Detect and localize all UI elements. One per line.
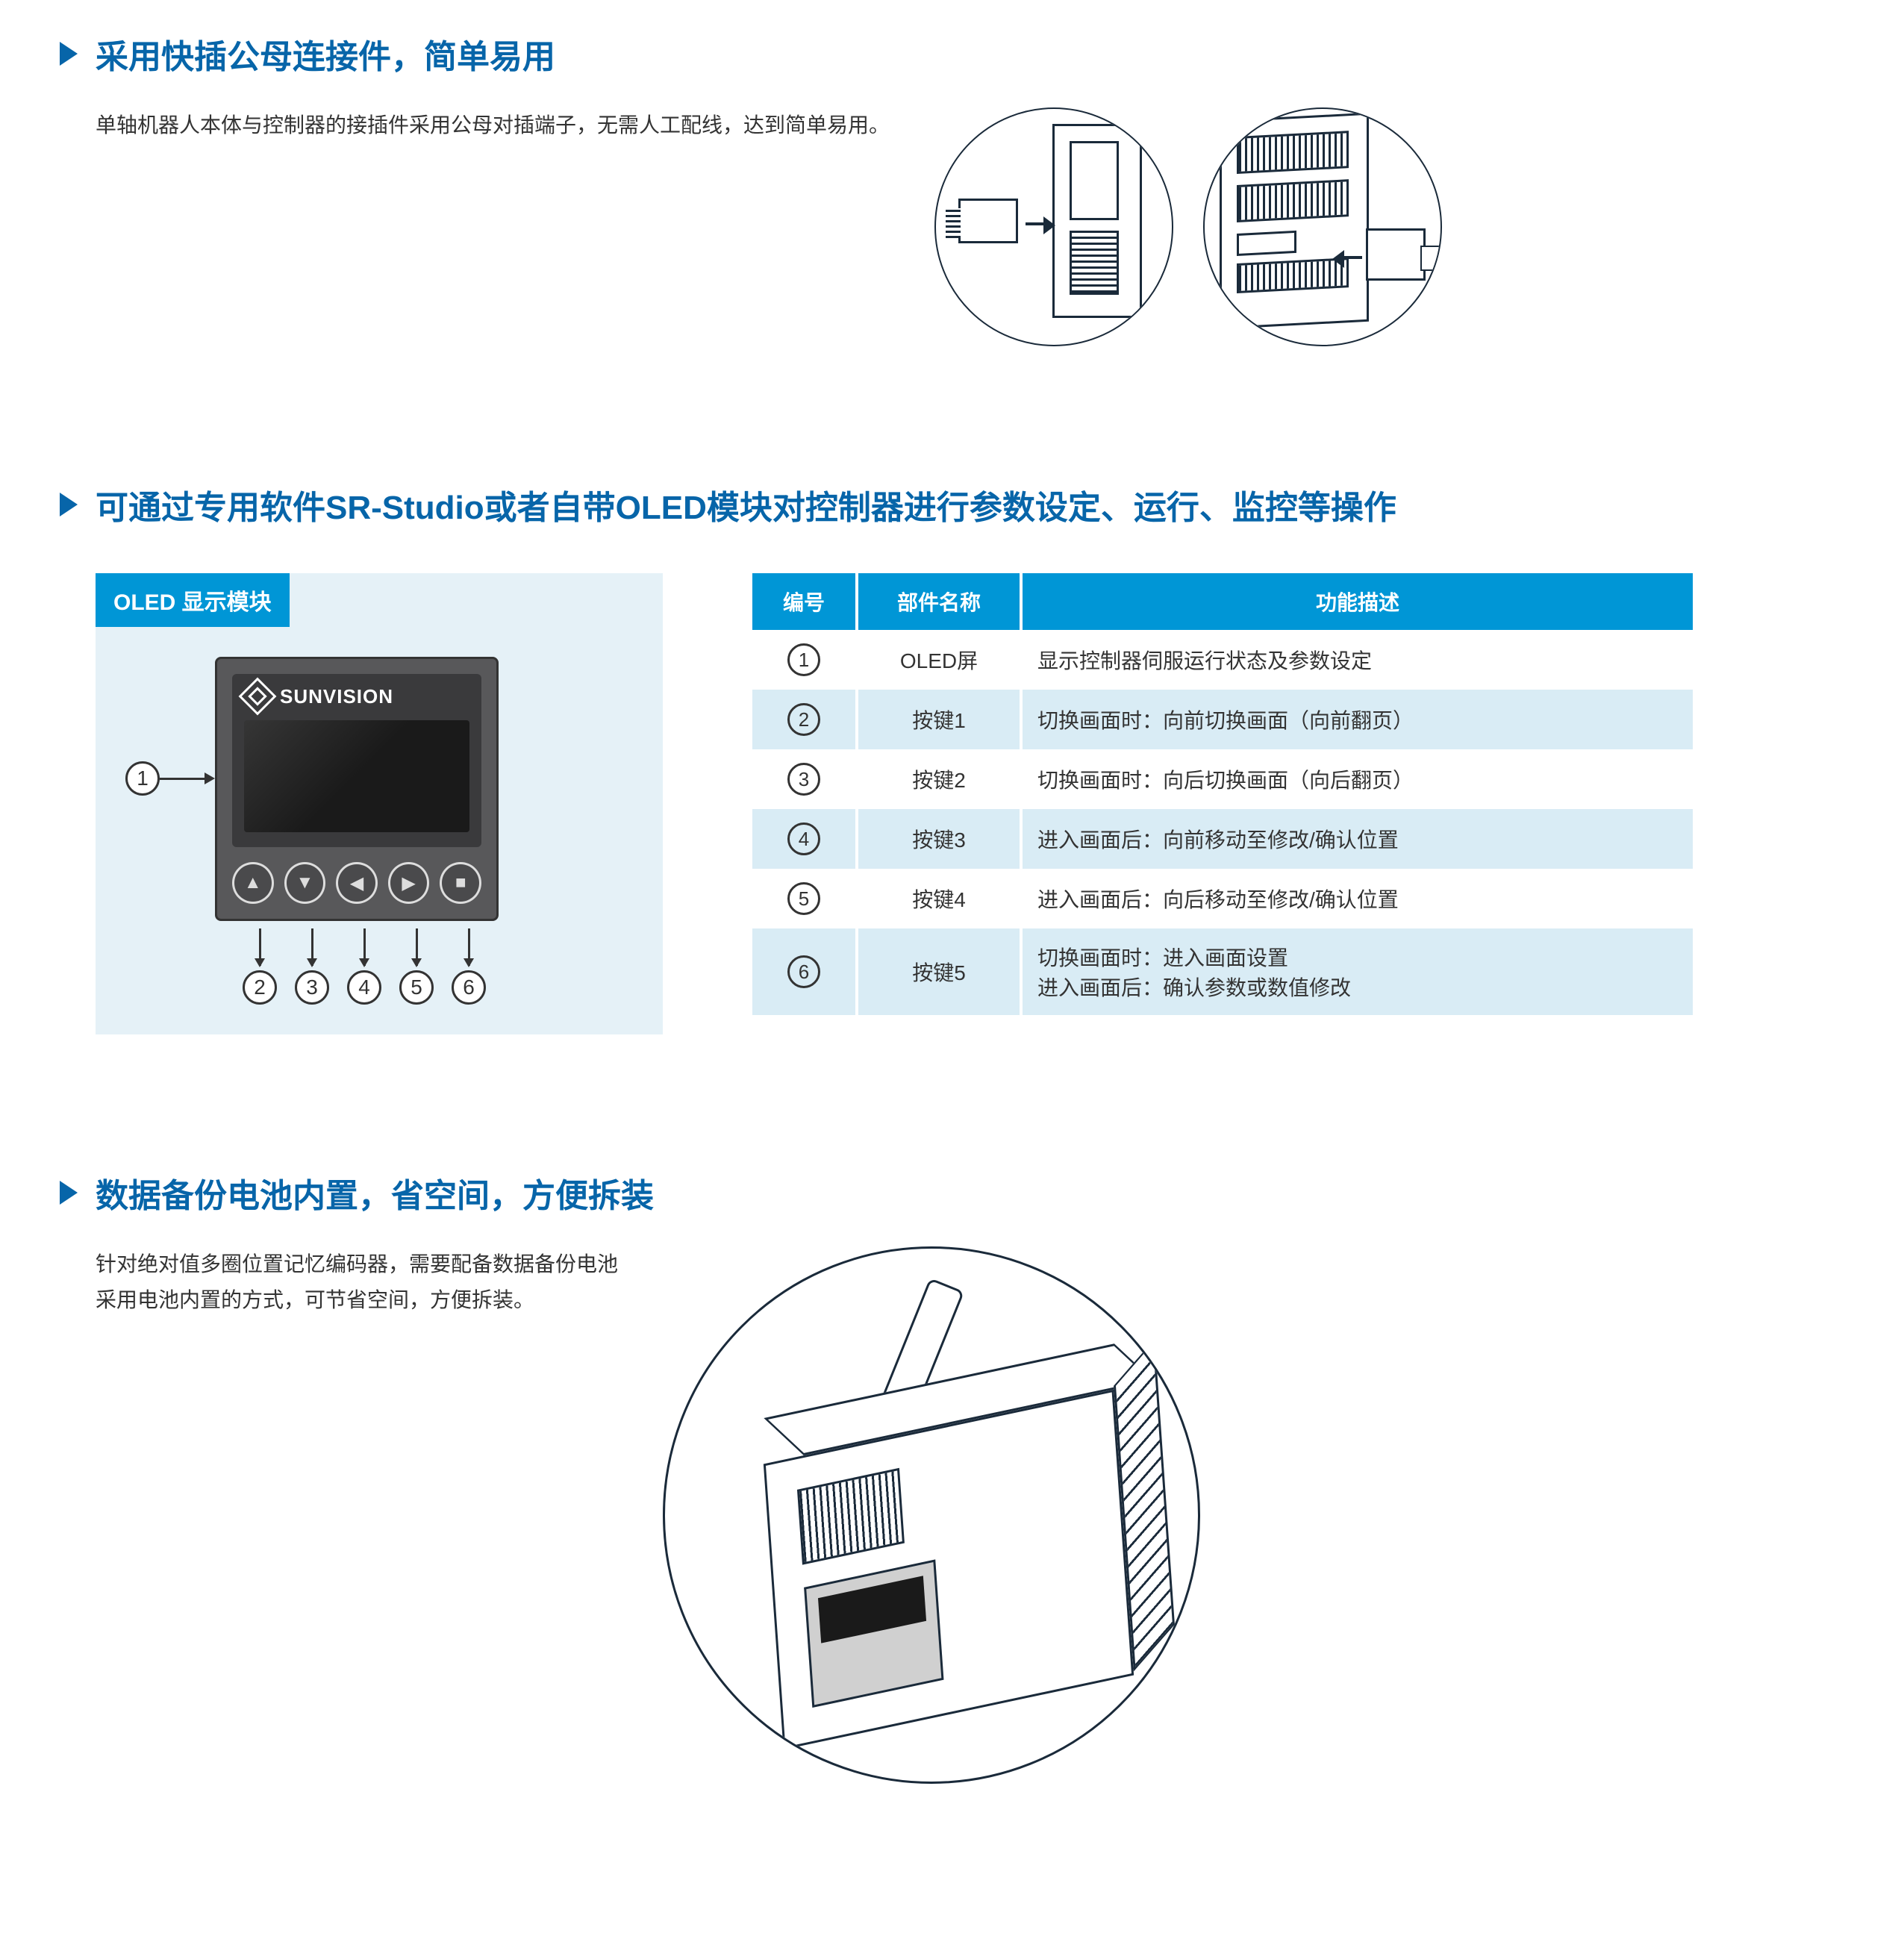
bullet-icon	[60, 1181, 78, 1205]
connector-diagram-2	[1203, 107, 1442, 346]
arrow-down-icon	[363, 928, 366, 966]
brand-text: SUNVISION	[280, 685, 393, 708]
section-body: 单轴机器人本体与控制器的接插件采用公母对插端子，无需人工配线，达到简单易用。	[60, 107, 1844, 346]
oled-device: SUNVISION ▲ ▼ ◀ ▶ ■	[215, 657, 499, 921]
device-button-up: ▲	[232, 862, 274, 904]
row-number: 2	[787, 703, 820, 736]
oled-screen	[244, 720, 469, 832]
section-connector: 采用快插公母连接件，简单易用 单轴机器人本体与控制器的接插件采用公母对插端子，无…	[60, 30, 1844, 346]
callout-number: 6	[452, 970, 486, 1005]
arrow-down-icon	[259, 928, 261, 966]
oled-panel: OLED 显示模块 1 SUNVISION	[96, 573, 663, 1034]
arrow-down-icon	[416, 928, 418, 966]
part-desc: 显示控制器伺服运行状态及参数设定	[1021, 630, 1693, 690]
device-button-right: ▶	[388, 862, 430, 904]
brand-logo-icon	[239, 678, 277, 716]
table-row: 5 按键4 进入画面后：向后移动至修改/确认位置	[752, 869, 1693, 928]
part-name: OLED屏	[857, 630, 1021, 690]
section-title: 可通过专用软件SR-Studio或者自带OLED模块对控制器进行参数设定、运行、…	[96, 481, 1396, 528]
row-number: 1	[787, 643, 820, 676]
section-oled: 可通过专用软件SR-Studio或者自带OLED模块对控制器进行参数设定、运行、…	[60, 481, 1844, 1034]
oled-parts-table: 编号 部件名称 功能描述 1 OLED屏 显示控制器伺服运行状态及参数设定 2 …	[752, 573, 1693, 1015]
part-desc: 进入画面后：向前移动至修改/确认位置	[1021, 809, 1693, 869]
callout-number: 3	[295, 970, 329, 1005]
device-button-enter: ■	[440, 862, 481, 904]
arrow-icon	[1026, 213, 1055, 236]
col-part: 部件名称	[857, 573, 1021, 630]
part-name: 按键5	[857, 928, 1021, 1015]
section-title: 数据备份电池内置，省空间，方便拆装	[96, 1169, 654, 1217]
part-desc: 切换画面时：进入画面设置 进入画面后：确认参数或数值修改	[1021, 928, 1693, 1015]
part-desc: 切换画面时：向后切换画面（向后翻页）	[1021, 749, 1693, 809]
connector-diagram-1	[934, 107, 1173, 346]
section-text: 针对绝对值多圈位置记忆编码器，需要配备数据备份电池 采用电池内置的方式，可节省空…	[96, 1246, 618, 1317]
bullet-icon	[60, 493, 78, 516]
callout-number: 5	[399, 970, 434, 1005]
table-row: 1 OLED屏 显示控制器伺服运行状态及参数设定	[752, 630, 1693, 690]
section-header: 采用快插公母连接件，简单易用	[60, 30, 1844, 78]
row-number: 6	[787, 955, 820, 988]
section-title: 采用快插公母连接件，简单易用	[96, 30, 555, 78]
arrow-icon	[1332, 247, 1362, 269]
connector-illustrations	[934, 107, 1442, 346]
row-number: 3	[787, 763, 820, 796]
device-buttons: ▲ ▼ ◀ ▶ ■	[232, 862, 481, 904]
section-header: 数据备份电池内置，省空间，方便拆装	[60, 1169, 1844, 1217]
section-battery: 数据备份电池内置，省空间，方便拆装 针对绝对值多圈位置记忆编码器，需要配备数据备…	[60, 1169, 1844, 1784]
row-number: 5	[787, 882, 820, 915]
table-row: 4 按键3 进入画面后：向前移动至修改/确认位置	[752, 809, 1693, 869]
callout-number: 2	[243, 970, 277, 1005]
button-callouts: 2 3 4 5 6	[215, 928, 499, 1005]
device-button-left: ◀	[336, 862, 378, 904]
table-body: 1 OLED屏 显示控制器伺服运行状态及参数设定 2 按键1 切换画面时：向前切…	[752, 630, 1693, 1015]
part-name: 按键3	[857, 809, 1021, 869]
part-name: 按键4	[857, 869, 1021, 928]
bullet-icon	[60, 42, 78, 66]
part-name: 按键1	[857, 690, 1021, 749]
table-row: 3 按键2 切换画面时：向后切换画面（向后翻页）	[752, 749, 1693, 809]
arrow-down-icon	[468, 928, 470, 966]
controller-box	[764, 1390, 1134, 1750]
part-desc: 进入画面后：向后移动至修改/确认位置	[1021, 869, 1693, 928]
oled-row: OLED 显示模块 1 SUNVISION	[96, 573, 1844, 1034]
table-row: 6 按键5 切换画面时：进入画面设置 进入画面后：确认参数或数值修改	[752, 928, 1693, 1015]
col-desc: 功能描述	[1021, 573, 1693, 630]
section-text: 单轴机器人本体与控制器的接插件采用公母对插端子，无需人工配线，达到简单易用。	[96, 107, 890, 143]
arrow-icon	[205, 772, 215, 784]
arrow-down-icon	[311, 928, 313, 966]
callout-1: 1	[125, 761, 215, 796]
oled-label: OLED 显示模块	[96, 573, 290, 627]
battery-diagram	[663, 1246, 1200, 1784]
section-header: 可通过专用软件SR-Studio或者自带OLED模块对控制器进行参数设定、运行、…	[60, 481, 1844, 528]
table-row: 2 按键1 切换画面时：向前切换画面（向前翻页）	[752, 690, 1693, 749]
part-name: 按键2	[857, 749, 1021, 809]
row-number: 4	[787, 822, 820, 855]
oled-device-wrap: 1 SUNVISION ▲ ▼	[96, 627, 663, 1005]
section-body: 针对绝对值多圈位置记忆编码器，需要配备数据备份电池 采用电池内置的方式，可节省空…	[60, 1246, 1844, 1784]
callout-number: 4	[347, 970, 381, 1005]
table-header-row: 编号 部件名称 功能描述	[752, 573, 1693, 630]
callout-number: 1	[125, 761, 160, 796]
col-number: 编号	[752, 573, 857, 630]
device-button-down: ▼	[284, 862, 326, 904]
brand-row: SUNVISION	[244, 683, 469, 710]
part-desc: 切换画面时：向前切换画面（向前翻页）	[1021, 690, 1693, 749]
